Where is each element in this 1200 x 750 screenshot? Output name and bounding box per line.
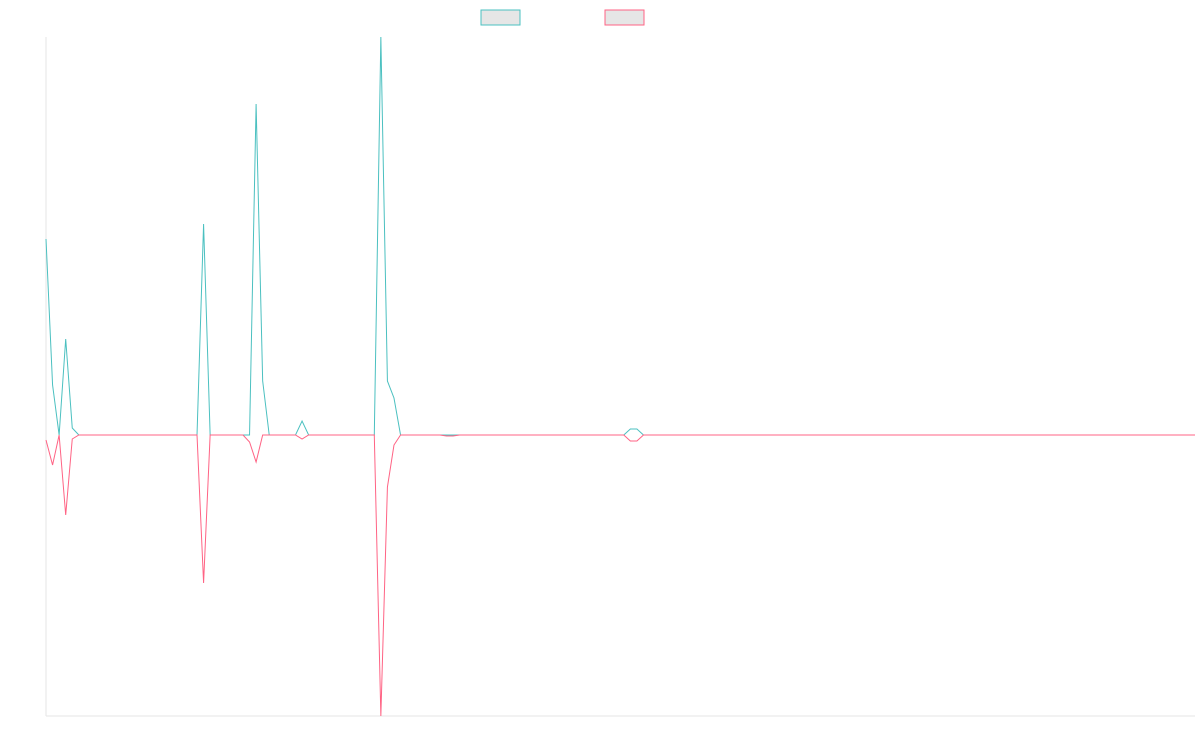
legend-swatch[interactable] xyxy=(480,9,521,26)
series-line xyxy=(45,434,1195,717)
series-line xyxy=(45,36,1195,436)
legend-swatch[interactable] xyxy=(604,9,645,26)
